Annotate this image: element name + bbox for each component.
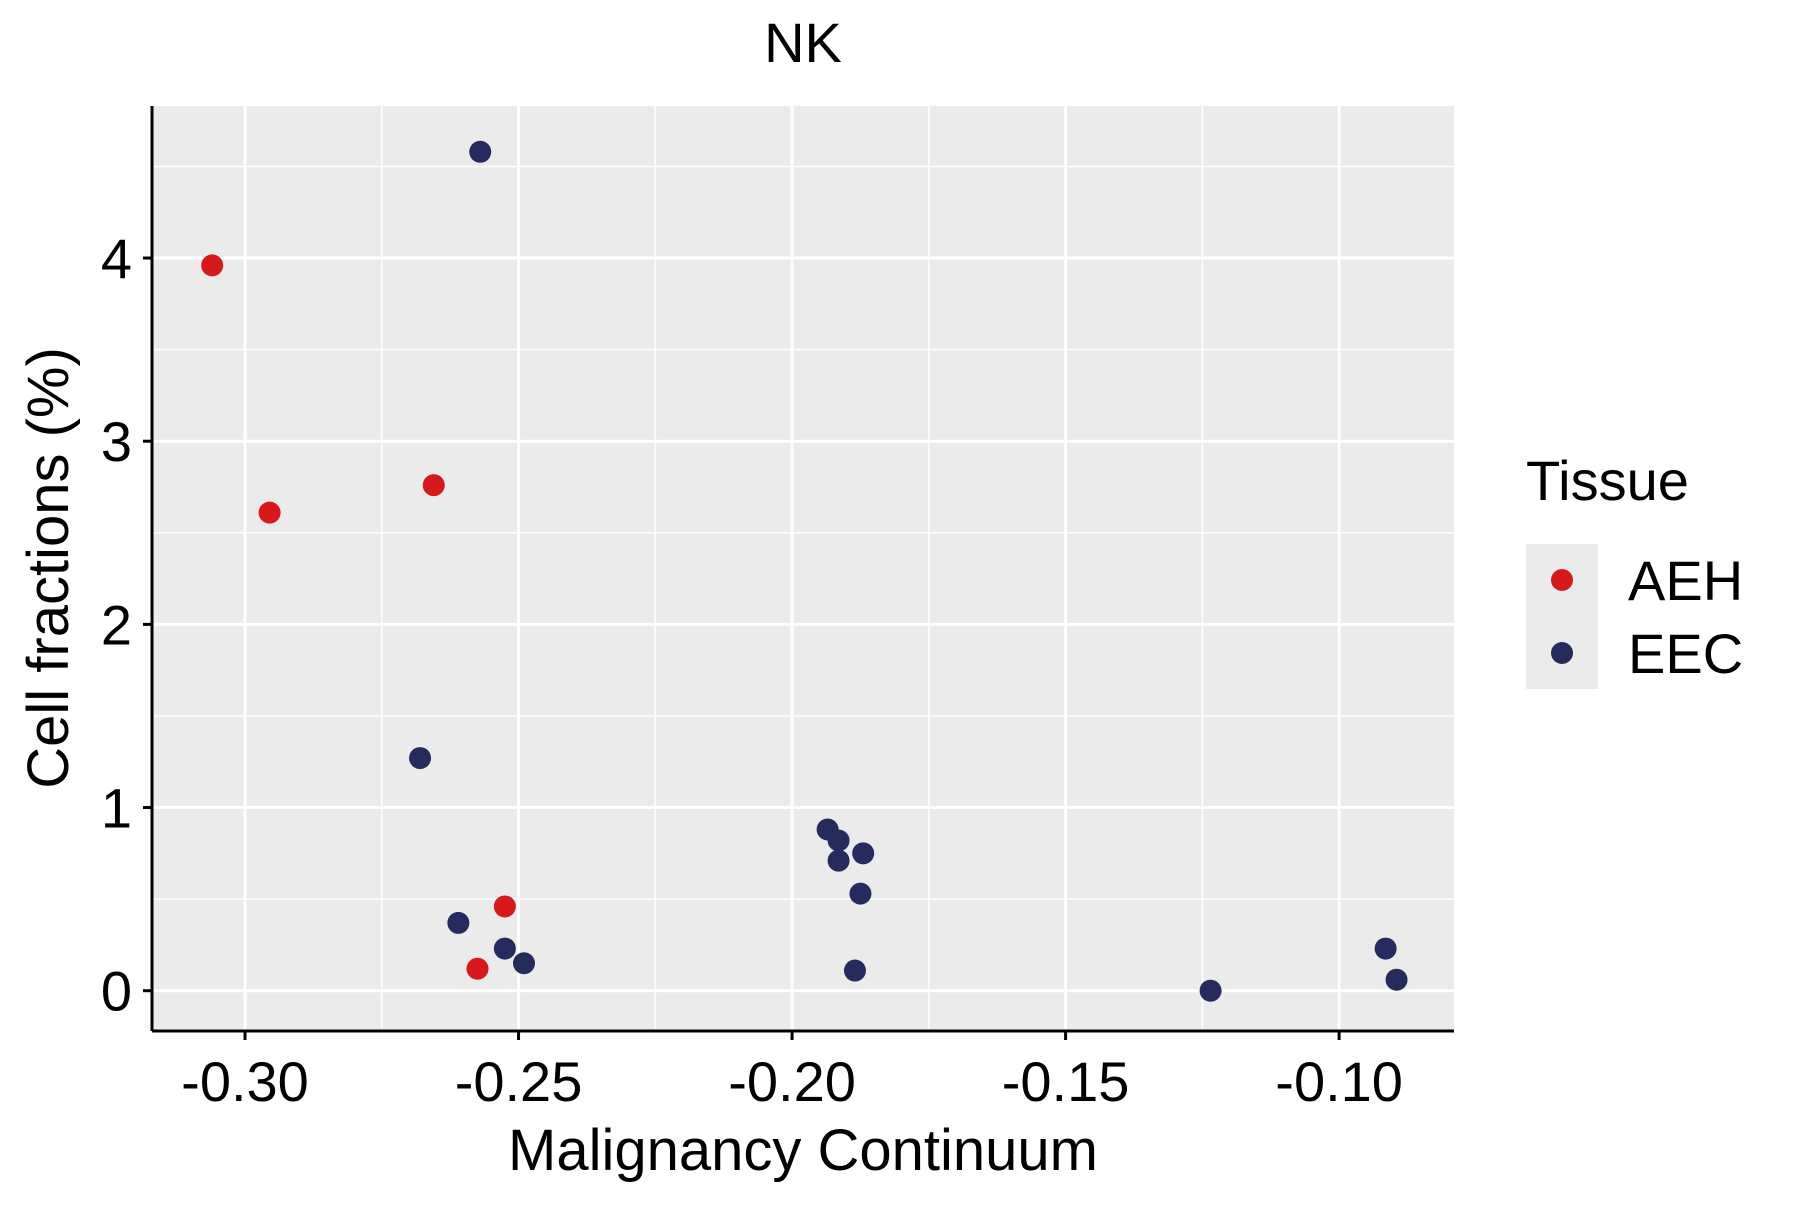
x-tick-label: -0.30	[181, 1050, 309, 1113]
data-points	[201, 140, 1408, 1002]
data-point-eec	[843, 959, 866, 982]
legend-label-aeh: AEH	[1628, 549, 1743, 612]
legend-title: Tissue	[1526, 449, 1689, 512]
axes	[143, 106, 1454, 1040]
legend-label-eec: EEC	[1628, 622, 1743, 685]
x-tick-label: -0.10	[1275, 1050, 1403, 1113]
data-point-aeh	[466, 957, 489, 980]
data-point-eec	[469, 140, 492, 163]
data-point-eec	[849, 882, 872, 905]
x-tick-label: -0.20	[728, 1050, 856, 1113]
data-point-eec	[852, 842, 875, 865]
data-point-aeh	[201, 254, 224, 277]
data-point-eec	[447, 911, 470, 934]
legend-key-background	[1526, 544, 1598, 689]
plot-panel	[152, 106, 1454, 1031]
x-axis-label: Malignancy Continuum	[508, 1118, 1098, 1183]
data-point-aeh	[258, 501, 281, 524]
y-tick-label: 2	[101, 593, 132, 656]
data-point-eec	[493, 937, 516, 960]
y-tick-label: 3	[101, 410, 132, 473]
data-point-aeh	[493, 895, 516, 918]
data-point-eec	[1199, 979, 1222, 1002]
y-tick-label: 1	[101, 777, 132, 840]
x-tick-label: -0.15	[1002, 1050, 1130, 1113]
data-point-eec	[1385, 968, 1408, 991]
data-point-eec	[409, 747, 432, 770]
chart-title: NK	[764, 11, 842, 74]
grid-lines	[152, 106, 1454, 1031]
data-point-eec	[827, 829, 850, 852]
y-tick-label: 0	[101, 960, 132, 1023]
y-tick-label: 4	[101, 227, 132, 290]
data-point-eec	[1374, 937, 1397, 960]
legend-key-aeh	[1551, 569, 1573, 591]
data-point-eec	[827, 849, 850, 872]
data-point-aeh	[422, 474, 445, 497]
legend-entries: AEH EEC	[1551, 549, 1743, 685]
x-tick-label: -0.25	[455, 1050, 583, 1113]
tick-labels: -0.30 -0.25 -0.20 -0.15 -0.10 0 1 2 3 4	[101, 227, 1403, 1113]
data-point-eec	[513, 952, 535, 975]
y-axis-label: Cell fractions (%)	[16, 347, 81, 789]
legend: Tissue AEH EEC	[1526, 449, 1743, 689]
legend-key-eec	[1551, 642, 1573, 664]
